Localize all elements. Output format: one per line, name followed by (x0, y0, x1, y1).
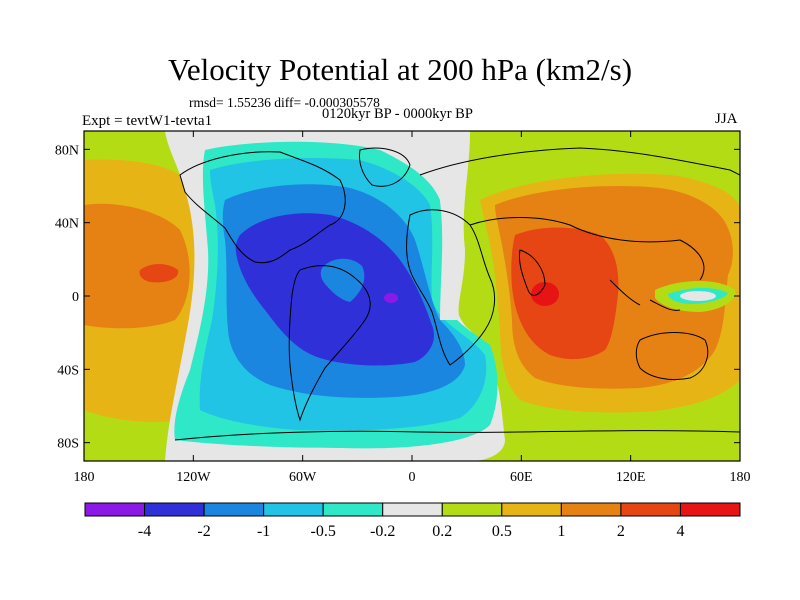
x-axis: 180 120W 60W 0 60E 120E 180 (74, 131, 751, 485)
colorbar-swatch (144, 502, 205, 517)
contour-fill-blue-hole (320, 258, 365, 302)
experiment-label: Expt = tevtW1-tevta1 (82, 113, 213, 129)
colorbar-swatch (322, 502, 384, 517)
x-tick-label: 180 (74, 470, 95, 485)
y-axis: 80N 40N 0 40S 80S (55, 143, 740, 452)
colorbar-swatch (203, 502, 265, 517)
colorbar-label: 2 (617, 523, 625, 540)
coastline-australia (635, 332, 709, 381)
x-tick-label: 180 (730, 470, 751, 485)
contour-fill-zero-east (430, 131, 470, 320)
map-plot-area (84, 131, 740, 461)
colorbar-swatch (501, 502, 562, 517)
contour-fill-pacific-darkorange (84, 203, 190, 329)
colorbar-swatch (441, 502, 503, 517)
map-title: Velocity Potential at 200 hPa (km2/s) (167, 52, 633, 87)
colorbar-label: -1 (257, 523, 270, 540)
stats-label: rmsd= 1.55236 diff= -0.000305578 (189, 95, 380, 110)
coastline-antarctica (174, 430, 740, 441)
x-tick-label: 60E (510, 470, 533, 485)
contour-fill-pacific-red (139, 264, 179, 283)
colorbar-label: 0.5 (492, 523, 512, 540)
contour-fill-south-pacific-orange (84, 343, 176, 392)
colorbar-label: -0.2 (370, 523, 395, 540)
coastline-india (519, 249, 546, 296)
y-tick-label: 80S (57, 437, 79, 452)
contour-fill-asia-red (511, 227, 619, 360)
coastline-north-america (179, 151, 346, 264)
colorbar-swatch (382, 502, 443, 517)
y-tick-label: 80N (55, 143, 79, 158)
y-tick-label: 40N (55, 217, 79, 232)
colorbar: -4 -2 -1 -0.5 -0.2 0.2 0.5 1 2 4 (84, 502, 741, 540)
x-tick-label: 120W (176, 470, 211, 485)
coastline-se-asia (609, 279, 681, 311)
colorbar-swatch (560, 502, 622, 517)
colorbar-swatch (263, 502, 324, 517)
contour-fill-wpac-gray (680, 291, 716, 301)
contour-fill-purple-min (384, 293, 398, 303)
colorbar-label: 4 (676, 523, 684, 540)
colorbar-label: 1 (557, 523, 565, 540)
y-tick-label: 40S (57, 363, 79, 378)
x-tick-label: 0 (409, 470, 416, 485)
coastline-eurasia (419, 147, 740, 281)
colorbar-swatch (679, 502, 741, 517)
coastline-greenland (359, 147, 411, 187)
colorbar-label: -0.5 (311, 523, 336, 540)
coastlines (174, 147, 740, 441)
y-tick-label: 0 (72, 290, 79, 305)
coastline-south-america (288, 265, 371, 422)
colorbar-label: -2 (197, 523, 210, 540)
x-tick-label: 120E (616, 470, 646, 485)
x-tick-label: 60W (289, 470, 317, 485)
season-label: JJA (715, 111, 738, 127)
colorbar-label: -4 (138, 523, 151, 540)
contour-fill-asia-max (531, 282, 559, 306)
colorbar-swatch (84, 502, 146, 517)
period-subtitle: 0120kyr BP - 0000kyr BP (322, 106, 473, 122)
colorbar-swatch (620, 502, 681, 517)
colorbar-label: 0.2 (432, 523, 452, 540)
